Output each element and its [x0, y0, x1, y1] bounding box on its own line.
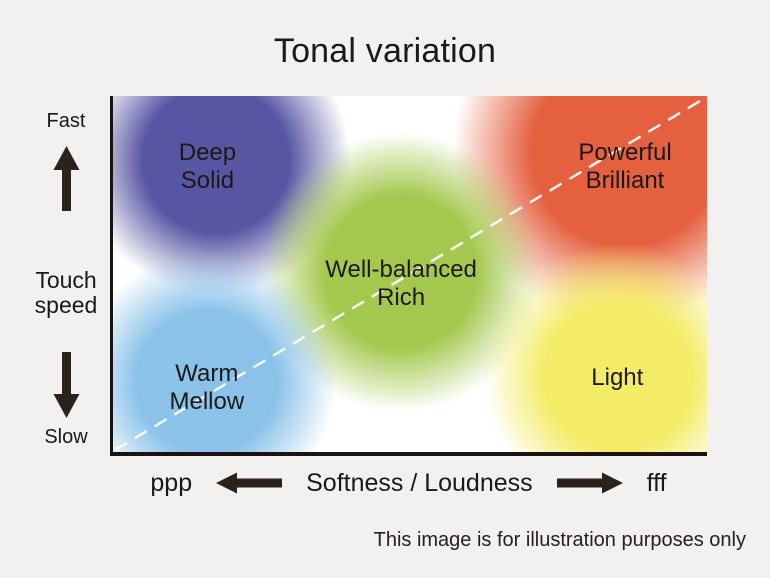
region-label-powerful-brilliant: Powerful Brilliant	[578, 138, 672, 194]
x-axis-row: ppp Softness / Loudness fff	[110, 464, 707, 502]
plot-area: Deep Solid Powerful Brilliant Well-balance…	[110, 96, 707, 456]
region-label-deep-solid: Deep Solid	[178, 138, 237, 194]
y-axis-min-label: Slow	[44, 426, 88, 448]
y-axis-title: Touch speed	[34, 267, 98, 318]
region-label-well-balanced-rich: Well-balanced Rich	[325, 255, 477, 311]
y-axis-max-label: Fast	[46, 110, 86, 132]
footer-note: This image is for illustration purposes …	[373, 529, 746, 551]
right-arrow-icon	[556, 472, 623, 494]
up-arrow-icon	[53, 146, 80, 216]
down-arrow-icon	[53, 352, 80, 423]
region-label-light: Light	[591, 363, 644, 391]
left-arrow-icon	[216, 472, 283, 494]
x-axis-min-label: ppp	[150, 468, 193, 497]
chart-title: Tonal variation	[273, 32, 497, 70]
x-axis-max-label: fff	[646, 468, 667, 497]
x-axis-title: Softness / Loudness	[306, 468, 533, 497]
region-label-warm-mellow: Warm Mellow	[169, 359, 245, 415]
